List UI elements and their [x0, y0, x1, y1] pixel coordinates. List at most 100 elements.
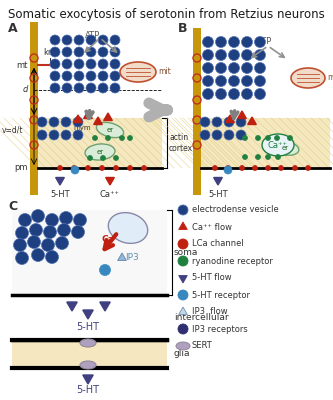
Text: d: d	[23, 86, 28, 94]
Circle shape	[202, 88, 213, 100]
Circle shape	[32, 248, 45, 262]
Circle shape	[37, 130, 47, 140]
Circle shape	[46, 250, 59, 264]
Circle shape	[202, 76, 213, 86]
Circle shape	[106, 136, 111, 140]
Text: 5-HT flow: 5-HT flow	[192, 274, 232, 282]
Circle shape	[50, 47, 60, 57]
Text: er: er	[107, 127, 114, 133]
Text: electrodense vesicle: electrodense vesicle	[192, 206, 279, 214]
Circle shape	[200, 130, 210, 140]
Text: IP3  flow: IP3 flow	[192, 308, 228, 316]
Ellipse shape	[80, 339, 96, 347]
Circle shape	[215, 50, 226, 60]
Circle shape	[202, 50, 213, 60]
Circle shape	[16, 226, 29, 240]
Text: v=d/t: v=d/t	[2, 126, 24, 134]
Circle shape	[224, 130, 234, 140]
Text: A: A	[8, 22, 18, 35]
Circle shape	[178, 239, 188, 249]
Circle shape	[241, 76, 252, 86]
Text: Ca⁺⁺: Ca⁺⁺	[268, 140, 288, 150]
Circle shape	[98, 59, 108, 69]
Circle shape	[225, 166, 230, 170]
Text: Ca⁺⁺: Ca⁺⁺	[100, 190, 120, 199]
Circle shape	[62, 71, 72, 81]
Circle shape	[86, 83, 96, 93]
Circle shape	[62, 47, 72, 57]
Circle shape	[50, 71, 60, 81]
Circle shape	[98, 71, 108, 81]
Circle shape	[178, 205, 188, 215]
Text: er: er	[126, 224, 135, 232]
Circle shape	[74, 59, 84, 69]
Circle shape	[228, 88, 239, 100]
Circle shape	[74, 35, 84, 45]
Circle shape	[215, 88, 226, 100]
Circle shape	[37, 117, 47, 127]
Circle shape	[128, 166, 133, 170]
Circle shape	[19, 214, 32, 226]
Circle shape	[239, 166, 244, 170]
Circle shape	[178, 256, 188, 266]
Bar	[12, 210, 167, 295]
Circle shape	[275, 154, 280, 160]
Text: ATP: ATP	[85, 30, 101, 40]
Circle shape	[254, 88, 265, 100]
Circle shape	[88, 156, 93, 160]
Circle shape	[28, 236, 41, 248]
Circle shape	[32, 210, 45, 222]
Circle shape	[178, 290, 188, 300]
Circle shape	[74, 71, 84, 81]
Circle shape	[71, 166, 79, 174]
Text: mym: mym	[73, 125, 91, 131]
Text: SERT: SERT	[192, 342, 213, 350]
Text: B: B	[178, 22, 187, 35]
Text: intercellular: intercellular	[174, 313, 229, 322]
Text: glia: glia	[174, 350, 190, 358]
Circle shape	[241, 36, 252, 48]
Circle shape	[202, 36, 213, 48]
Circle shape	[62, 59, 72, 69]
Ellipse shape	[291, 68, 325, 88]
Circle shape	[50, 35, 60, 45]
Circle shape	[241, 62, 252, 74]
Text: pm: pm	[15, 164, 28, 172]
Circle shape	[120, 136, 125, 140]
Circle shape	[98, 83, 108, 93]
Circle shape	[62, 35, 72, 45]
Text: ATP: ATP	[257, 38, 273, 46]
Bar	[30, 22, 38, 195]
Bar	[193, 28, 201, 195]
Circle shape	[274, 136, 279, 140]
Ellipse shape	[80, 361, 96, 369]
Circle shape	[110, 35, 120, 45]
Text: Ca⁺⁺ flow: Ca⁺⁺ flow	[192, 222, 232, 232]
Circle shape	[98, 47, 108, 57]
Circle shape	[73, 130, 83, 140]
Text: mit: mit	[159, 68, 171, 76]
Ellipse shape	[85, 144, 115, 160]
Circle shape	[255, 154, 260, 160]
Bar	[201, 118, 330, 168]
Text: 5-HT receptor: 5-HT receptor	[192, 290, 250, 300]
Circle shape	[86, 166, 91, 170]
Circle shape	[60, 212, 73, 224]
Ellipse shape	[120, 62, 156, 82]
Circle shape	[50, 83, 60, 93]
Circle shape	[236, 130, 246, 140]
Circle shape	[98, 35, 108, 45]
Circle shape	[110, 47, 120, 57]
Circle shape	[292, 166, 297, 170]
Circle shape	[228, 76, 239, 86]
Circle shape	[114, 156, 119, 160]
Circle shape	[49, 130, 59, 140]
Circle shape	[74, 47, 84, 57]
Circle shape	[265, 136, 270, 140]
Circle shape	[265, 166, 270, 170]
Circle shape	[236, 117, 246, 127]
Circle shape	[241, 88, 252, 100]
Circle shape	[212, 130, 222, 140]
Text: IP3 receptors: IP3 receptors	[192, 324, 248, 334]
Circle shape	[50, 59, 60, 69]
